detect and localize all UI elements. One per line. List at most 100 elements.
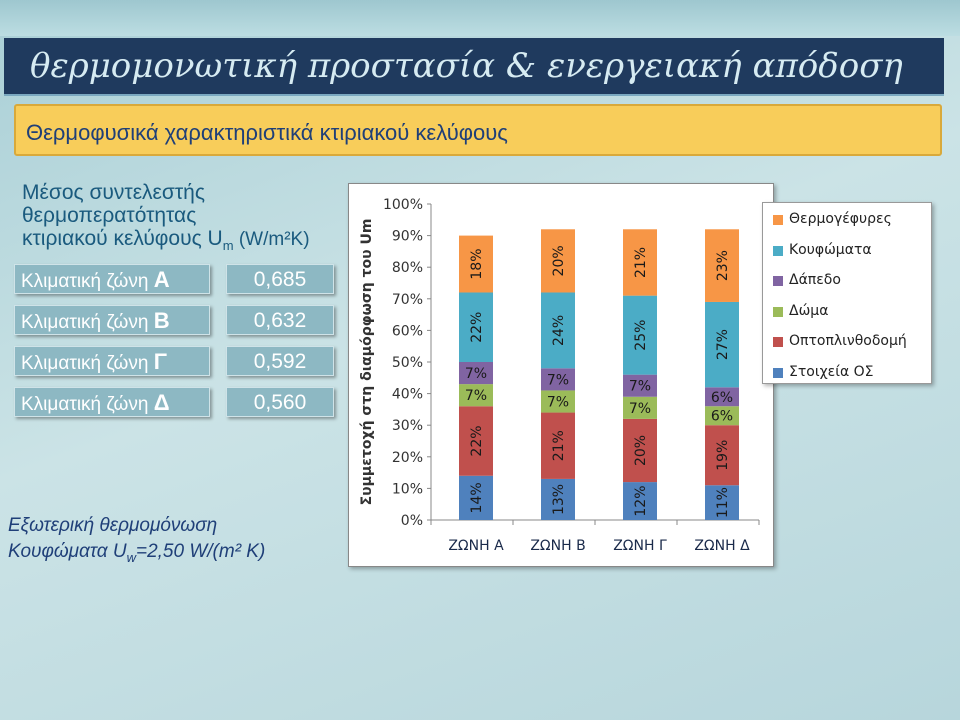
data-label: 11% bbox=[715, 487, 731, 518]
y-tick-label: 90% bbox=[392, 229, 423, 245]
zone-letter: Α bbox=[153, 267, 170, 292]
bar-segment bbox=[541, 478, 575, 520]
zone-label-text: Κλιματική ζώνη bbox=[21, 394, 154, 415]
data-label: 7% bbox=[547, 372, 569, 388]
y-tick-label: 20% bbox=[392, 450, 423, 466]
window-note-suffix: =2,50 W/(m² K) bbox=[135, 541, 266, 562]
data-label: 12% bbox=[633, 485, 649, 516]
zone-label: Κλιματική ζώνη Δ bbox=[14, 387, 210, 417]
bar-segment bbox=[541, 390, 575, 413]
y-tick-label: 30% bbox=[392, 418, 423, 434]
page-title: θερμομονωτική προστασία & ενεργειακή από… bbox=[30, 46, 903, 86]
data-label: 22% bbox=[469, 312, 485, 343]
panel-title-line3-suffix: (W/m²K) bbox=[233, 229, 310, 250]
zone-row-g: Κλιματική ζώνη Γ 0,592 bbox=[14, 346, 334, 376]
zone-label-text: Κλιματική ζώνη bbox=[21, 353, 154, 374]
bar-segment bbox=[541, 412, 575, 479]
subheader-band: Θερμοφυσικά χαρακτηριστικά κτιριακού κελ… bbox=[14, 104, 942, 156]
zone-row-a: Κλιματική ζώνη Α 0,685 bbox=[14, 264, 334, 294]
legend-swatch bbox=[773, 245, 783, 256]
y-axis-title: Συμμετοχή στη διαμόρφωση του Um bbox=[359, 219, 375, 506]
data-label: 7% bbox=[465, 388, 487, 404]
x-tick-label: ΖΩΝΗ Γ bbox=[613, 538, 667, 554]
window-note-sub: w bbox=[126, 549, 136, 565]
bar-segment bbox=[705, 301, 739, 388]
legend-swatch bbox=[773, 215, 783, 225]
bar-segment bbox=[623, 229, 657, 296]
zone-row-d: Κλιματική ζώνη Δ 0,560 bbox=[14, 387, 334, 417]
bar-segment bbox=[541, 368, 575, 391]
y-tick-label: 100% bbox=[383, 197, 423, 213]
bar-segment bbox=[705, 406, 739, 426]
panel-title-line3: κτιριακού κελύφους Um (W/m²K) bbox=[22, 227, 310, 257]
y-tick-label: 50% bbox=[392, 355, 423, 371]
bar-segment bbox=[705, 425, 739, 486]
panel-title-line1: Μέσος συντελεστής bbox=[22, 181, 205, 204]
zone-label: Κλιματική ζώνη Α bbox=[14, 264, 210, 294]
zone-value: 0,560 bbox=[226, 387, 334, 417]
bar-segment bbox=[623, 482, 657, 520]
data-label: 21% bbox=[551, 430, 567, 461]
bar-segment bbox=[623, 396, 657, 419]
legend-label: Δάπεδο bbox=[789, 272, 841, 288]
legend-label: Κουφώματα bbox=[789, 241, 872, 258]
chart-legend: Θερμογέφυρες Κουφώματα Δάπεδο Δώμα Οπτοπλινθ… bbox=[762, 202, 932, 384]
data-label: 20% bbox=[551, 245, 567, 276]
x-tick-label: ΖΩΝΗ Β bbox=[530, 538, 585, 554]
data-label: 13% bbox=[551, 484, 567, 515]
zone-row-b: Κλιματική ζώνη Β 0,632 bbox=[14, 305, 334, 335]
y-tick-label: 10% bbox=[392, 481, 423, 497]
legend-swatch bbox=[773, 276, 783, 286]
panel-title-line3-sub: m bbox=[222, 238, 234, 254]
subheader-title: Θερμοφυσικά χαρακτηριστικά κτιριακού κελ… bbox=[26, 120, 508, 145]
bar-segment bbox=[541, 292, 575, 369]
bar-segment bbox=[705, 485, 739, 520]
panel-title-line2: θερμοπερατότητας bbox=[22, 204, 197, 227]
data-label: 19% bbox=[715, 440, 731, 471]
zone-letter: Β bbox=[153, 308, 170, 333]
legend-label: Στοιχεία ΟΣ bbox=[789, 363, 874, 380]
bar-segment bbox=[459, 384, 493, 407]
bar-segment bbox=[459, 292, 493, 362]
bar-segment bbox=[541, 229, 575, 293]
data-label: 7% bbox=[629, 379, 651, 395]
bar-segment bbox=[623, 374, 657, 397]
data-label: 6% bbox=[711, 409, 733, 425]
y-tick-label: 40% bbox=[392, 387, 423, 403]
panel-title-line3-prefix: κτιριακού κελύφους U bbox=[22, 227, 223, 250]
zone-label: Κλιματική ζώνη Β bbox=[14, 305, 210, 335]
data-label: 22% bbox=[469, 425, 485, 456]
chart-container: 0% 10% 20% 30% 40% 50% 60% 70% 80% 90% 100% Συμμετο… bbox=[348, 183, 774, 567]
top-strip bbox=[0, 0, 960, 36]
zone-label-text: Κλιματική ζώνη bbox=[21, 312, 154, 333]
zone-label: Κλιματική ζώνη Γ bbox=[14, 346, 210, 376]
panel-title: Μέσος συντελεστής θερμοπερατότητας κτιρι… bbox=[22, 181, 310, 257]
data-label: 7% bbox=[547, 395, 569, 411]
data-label: 25% bbox=[633, 320, 649, 351]
window-note-prefix: Κουφώματα U bbox=[8, 541, 127, 562]
insulation-note: Εξωτερική θερμομόνωση bbox=[8, 515, 218, 536]
x-tick-label: ΖΩΝΗ Α bbox=[448, 538, 504, 554]
data-label: 20% bbox=[633, 435, 649, 466]
y-tick-label: 0% bbox=[401, 513, 423, 529]
y-tick-label: 60% bbox=[392, 323, 423, 339]
zone-value: 0,685 bbox=[226, 264, 334, 294]
data-label: 7% bbox=[465, 366, 487, 382]
legend-swatch bbox=[773, 337, 783, 347]
legend-label: Δώμα bbox=[789, 302, 829, 319]
bar-segment bbox=[459, 235, 493, 293]
legend-swatch bbox=[773, 306, 783, 317]
data-label: 21% bbox=[633, 247, 649, 278]
bar-segment bbox=[623, 295, 657, 375]
data-label: 18% bbox=[469, 248, 485, 279]
bar-segment bbox=[623, 418, 657, 483]
zone-label-text: Κλιματική ζώνη bbox=[21, 271, 154, 292]
data-label: 7% bbox=[629, 401, 651, 417]
legend-label: Οπτοπλινθοδομή bbox=[789, 333, 907, 349]
bar-segment bbox=[459, 362, 493, 385]
bar-segment bbox=[459, 406, 493, 476]
bar-segment bbox=[705, 387, 739, 407]
window-note: Κουφώματα Uw=2,50 W/(m² K) bbox=[8, 541, 265, 565]
zone-value: 0,632 bbox=[226, 305, 334, 335]
y-tick-label: 80% bbox=[392, 260, 423, 276]
